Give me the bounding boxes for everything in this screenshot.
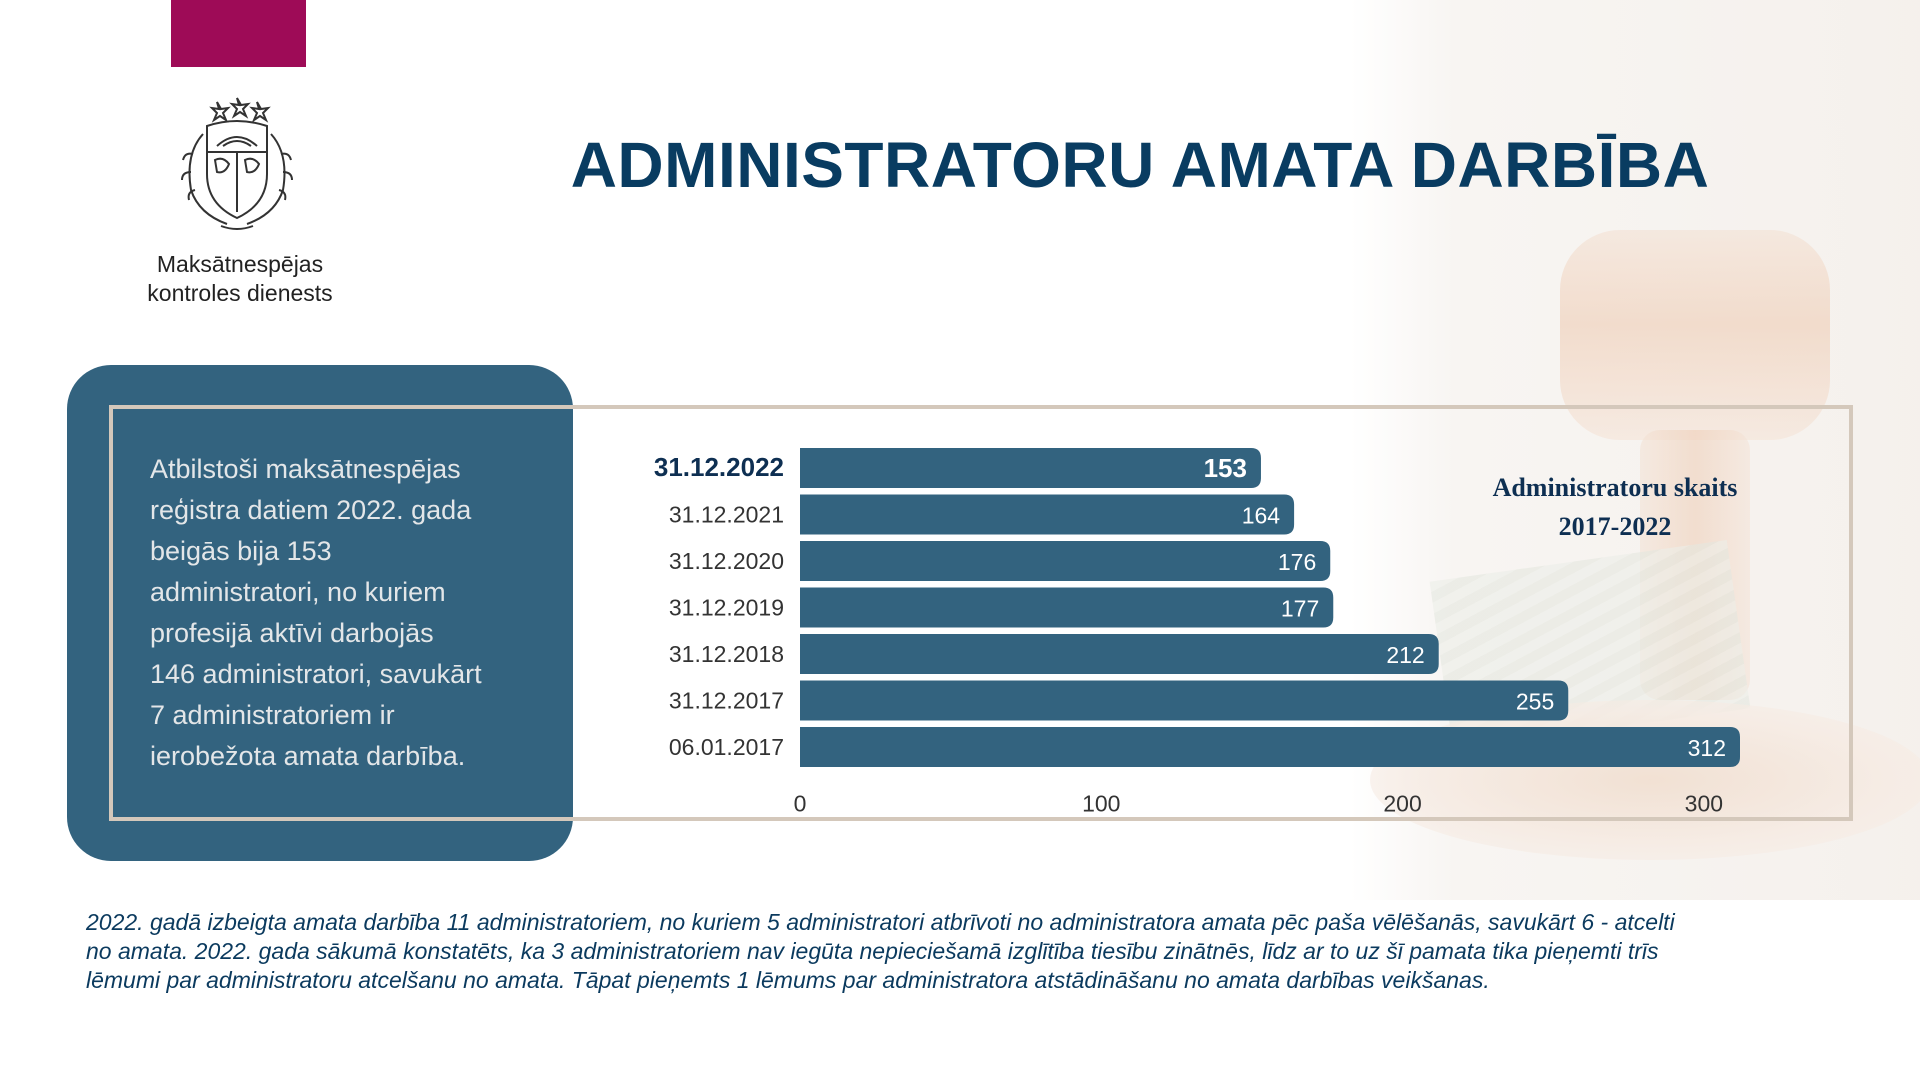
summary-line: reģistra datiem 2022. gada: [150, 495, 472, 525]
bar-value-label: 153: [1204, 453, 1247, 483]
bar-value-label: 312: [1688, 735, 1726, 761]
bar: [800, 587, 1334, 628]
org-name-line-2: kontroles dienests: [147, 280, 333, 306]
bar: [800, 634, 1439, 674]
x-tick-label: 100: [1082, 791, 1120, 817]
category-label: 06.01.2017: [669, 734, 784, 760]
chart-title-line-2: 2017-2022: [1558, 512, 1672, 541]
chart-title: Administratoru skaits 2017-2022: [1440, 468, 1790, 546]
footnote-line: no amata. 2022. gada sākumā konstatēts, …: [86, 938, 1659, 964]
x-tick-label: 300: [1685, 791, 1723, 817]
organization-name: Maksātnespējas kontroles dienests: [110, 250, 370, 308]
footnote: 2022. gadā izbeigta amata darbība 11 adm…: [86, 908, 1836, 995]
footnote-line: lēmumi par administratoru atcelšanu no a…: [86, 967, 1490, 993]
summary-text: Atbilstoši maksātnespējas reģistra datie…: [150, 449, 530, 777]
category-label: 31.12.2018: [669, 641, 784, 667]
bar-value-label: 164: [1242, 503, 1281, 529]
category-label: 31.12.2019: [669, 595, 784, 621]
bar-value-label: 177: [1281, 596, 1319, 622]
summary-line: 7 administratoriem ir: [150, 700, 395, 730]
bar-value-label: 255: [1516, 689, 1554, 715]
bar: [800, 727, 1740, 767]
summary-line: administratori, no kuriem: [150, 577, 446, 607]
footnote-line: 2022. gadā izbeigta amata darbība 11 adm…: [86, 909, 1675, 935]
org-name-line-1: Maksātnespējas: [156, 251, 324, 277]
bar: [800, 494, 1295, 535]
summary-card-frame: [109, 405, 575, 821]
bar-value-label: 176: [1278, 549, 1316, 575]
x-tick-label: 200: [1383, 791, 1421, 817]
bar: [800, 448, 1261, 488]
summary-line: beigās bija 153: [150, 536, 332, 566]
coat-of-arms-icon: [181, 97, 293, 230]
summary-line: 146 administratori, savukārt: [150, 659, 482, 689]
summary-line: profesijā aktīvi darbojās: [150, 618, 434, 648]
bar: [800, 680, 1569, 721]
category-label: 31.12.2020: [669, 548, 784, 574]
bar: [800, 541, 1331, 581]
bar-value-label: 212: [1386, 642, 1424, 668]
gavel-base-shape: [1370, 700, 1920, 860]
category-label: 31.12.2022: [654, 452, 784, 482]
summary-card: [67, 365, 573, 861]
x-tick-label: 0: [794, 791, 807, 817]
chart-title-line-1: Administratoru skaits: [1492, 473, 1738, 502]
accent-bar: [171, 0, 306, 67]
category-label: 31.12.2021: [669, 502, 784, 528]
page-title: ADMINISTRATORU AMATA DARBĪBA: [570, 129, 1710, 201]
summary-line: ierobežota amata darbība.: [150, 741, 466, 771]
category-label: 31.12.2017: [669, 688, 784, 714]
summary-line: Atbilstoši maksātnespējas: [150, 454, 461, 484]
bar-chart: 31.12.2022 153 31.12.2021 164 31.12.2020 176 3…: [654, 448, 1740, 817]
